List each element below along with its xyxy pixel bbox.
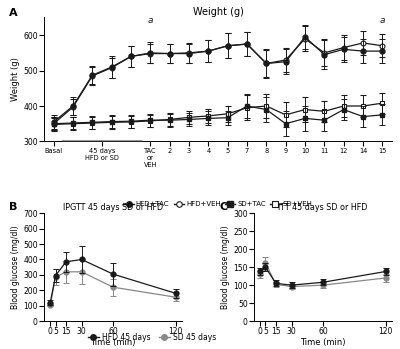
Text: C: C (219, 202, 228, 213)
Legend: HFD 45 days, SD 45 days: HFD 45 days, SD 45 days (85, 330, 219, 345)
Y-axis label: Weight (g): Weight (g) (11, 58, 20, 101)
Title: IPGTT 45 days SD or HFD: IPGTT 45 days SD or HFD (63, 203, 163, 213)
Text: B: B (10, 202, 18, 213)
Y-axis label: Blood glucose (mg/dl): Blood glucose (mg/dl) (221, 225, 230, 309)
Title: ITT 45 days SD or HFD: ITT 45 days SD or HFD (278, 203, 368, 213)
X-axis label: Time (min): Time (min) (90, 338, 136, 347)
Legend: HFD+TAC, HFD+VEH, SD+TAC, SD+VEH: HFD+TAC, HFD+VEH, SD+TAC, SD+VEH (120, 198, 316, 210)
X-axis label: Time (min): Time (min) (300, 338, 346, 347)
Text: a: a (380, 16, 385, 25)
Title: Weight (g): Weight (g) (192, 7, 244, 17)
Text: a: a (148, 16, 153, 25)
Y-axis label: Blood glucose (mg/dl): Blood glucose (mg/dl) (11, 225, 20, 309)
Text: A: A (9, 8, 18, 17)
